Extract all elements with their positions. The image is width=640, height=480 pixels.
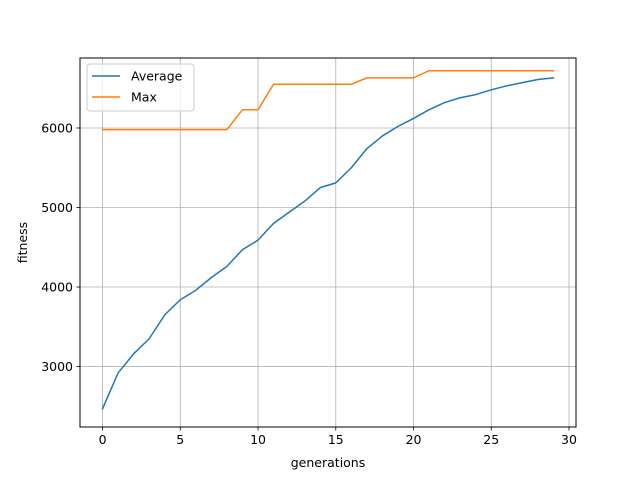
x-tick-label: 25 [483, 432, 499, 447]
y-tick-label: 3000 [41, 359, 73, 374]
series-line-average [101, 77, 555, 410]
legend-label-max: Max [131, 90, 157, 105]
legend: Average Max [86, 63, 195, 112]
y-tick-label: 4000 [41, 280, 73, 295]
x-tick-label: 5 [176, 432, 184, 447]
x-tick-label: 0 [99, 432, 107, 447]
y-tick-label: 6000 [41, 120, 73, 135]
ticks: 0 5 10 15 20 25 30 3000 4000 5000 6000 [41, 120, 577, 447]
y-axis-label: fitness [15, 222, 30, 263]
x-tick-label: 15 [328, 432, 344, 447]
x-axis-label: generations [291, 455, 366, 470]
y-tick-label: 5000 [41, 200, 73, 215]
grid [80, 58, 576, 427]
x-tick-label: 30 [561, 432, 577, 447]
x-tick-label: 10 [250, 432, 266, 447]
legend-label-average: Average [131, 69, 183, 84]
series-layer [101, 69, 555, 410]
plot-area-frame [79, 57, 577, 428]
series-line-max [101, 69, 555, 131]
x-tick-label: 20 [406, 432, 422, 447]
